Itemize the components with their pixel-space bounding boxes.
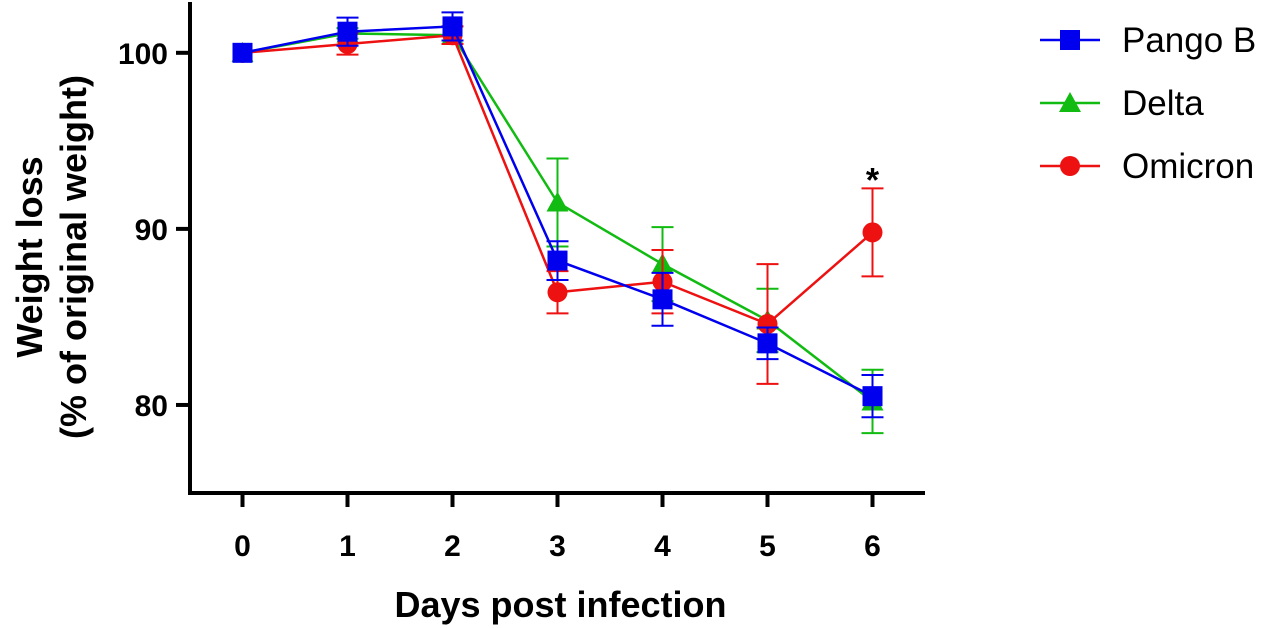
y-axis-title-line1: Weight loss [9,156,50,357]
legend-label: Pango B [1122,21,1256,60]
data-point [232,42,253,63]
x-axis-title: Days post infection [394,584,726,625]
x-tick-label: 6 [864,530,881,563]
data-point [862,386,883,407]
x-tick-label: 4 [654,530,671,563]
data-point [442,16,463,37]
legend-marker [1060,156,1080,176]
legend-item: Delta [1040,84,1204,123]
series-delta [231,22,884,435]
data-point [546,191,569,212]
y-axis-title: Weight loss (% of original weight) [9,75,94,439]
data-point [862,222,883,243]
y-tick-label: 100 [118,38,168,71]
legend-label: Delta [1122,84,1204,123]
data-point [652,289,673,310]
axes: 0 1 2 3 4 5 6 80 90 100 [118,2,925,563]
x-tick-label: 5 [759,530,776,563]
legend-item: Omicron [1040,147,1254,186]
legend-label: Omicron [1122,147,1254,186]
legend-marker [1060,30,1080,50]
legend-marker [1059,92,1081,112]
data-point [757,313,778,334]
series-layer [231,11,884,435]
annotation-layer: * [866,161,880,199]
data-point [547,282,568,303]
y-tick-label: 90 [135,214,168,247]
significance-annotation: * [866,161,880,199]
series-pango-b [232,11,884,419]
y-tick-label: 80 [135,390,168,423]
x-tick-label: 2 [444,530,461,563]
x-tick-label: 1 [339,530,356,563]
data-point [337,21,358,42]
x-tick-label: 3 [549,530,566,563]
legend: Pango B Delta Omicron [1040,21,1256,186]
legend-item: Pango B [1040,21,1256,60]
data-point [547,250,568,271]
data-point [757,333,778,354]
y-axis-title-line2: (% of original weight) [53,75,94,439]
x-tick-label: 0 [234,530,251,563]
